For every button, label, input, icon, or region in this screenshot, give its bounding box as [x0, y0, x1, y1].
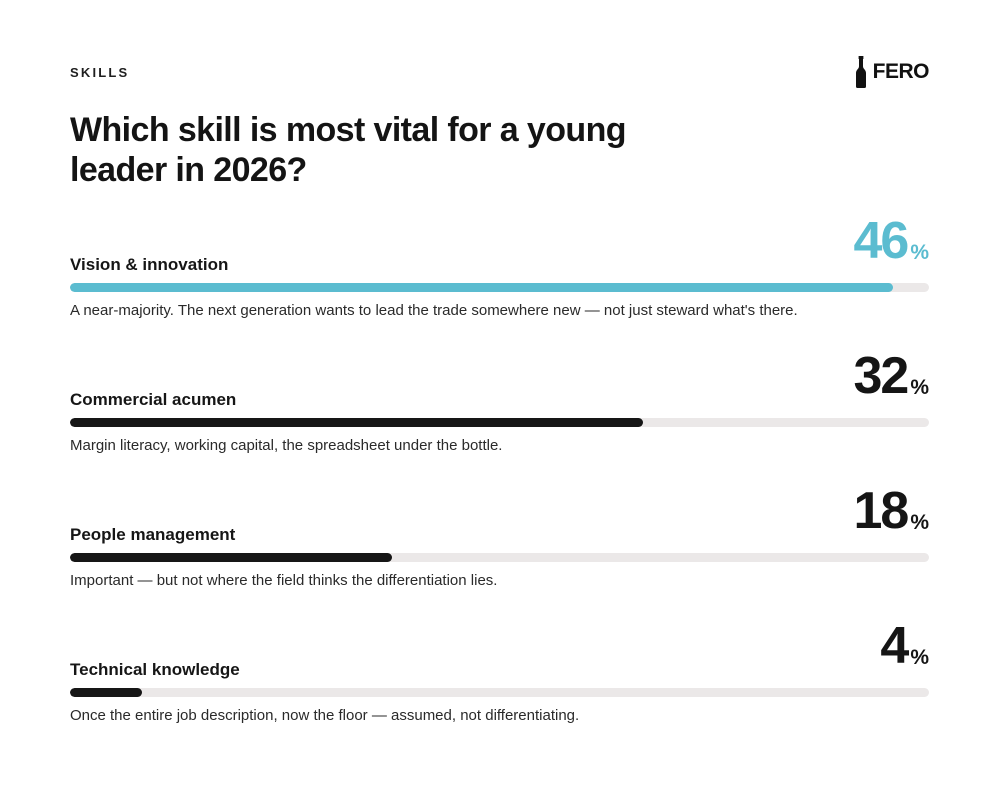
bar-value-number: 46 — [853, 212, 909, 270]
bar-note: Once the entire job description, now the… — [70, 707, 580, 724]
bar-value-number: 18 — [853, 482, 909, 540]
bar-note: Margin literacy, working capital, the sp… — [70, 437, 503, 454]
chart-title: Which skill is most vital for a young le… — [70, 111, 627, 189]
bar-value: 18 % — [853, 482, 929, 540]
bar-note: A near-majority. The next generation wan… — [70, 302, 798, 319]
bar-value: 32 % — [853, 347, 929, 405]
bar-row-vision-innovation: Vision & innovation 46 % A near-majority… — [70, 215, 929, 375]
section-eyebrow: SKILLS — [70, 65, 130, 80]
bar-value-unit: % — [910, 241, 929, 264]
bar-value-number: 4 — [880, 617, 909, 675]
bar-fill — [70, 553, 393, 562]
bar-label: People management — [70, 525, 236, 544]
bar-track — [70, 553, 929, 562]
bar-label: Vision & innovation — [70, 255, 229, 274]
bar-row-people-management: People management 18 % Important — but n… — [70, 485, 929, 645]
bottle-icon — [855, 56, 867, 88]
bar-fill — [70, 418, 643, 427]
bar-label: Commercial acumen — [70, 390, 237, 409]
brand-name: FERO — [872, 60, 930, 83]
bar-track — [70, 283, 929, 292]
bar-row-commercial-acumen: Commercial acumen 32 % Margin literacy, … — [70, 350, 929, 510]
bar-note: Important — but not where the field thin… — [70, 572, 498, 589]
brand-logo: FERO — [855, 56, 930, 88]
bar-value: 46 % — [853, 212, 929, 270]
bar-fill — [70, 688, 142, 697]
bar-value-unit: % — [910, 646, 929, 669]
bar-track — [70, 688, 929, 697]
bar-label: Technical knowledge — [70, 660, 240, 679]
bar-value: 4 % — [880, 617, 929, 675]
bar-value-number: 32 — [853, 347, 909, 405]
bar-fill — [70, 283, 894, 292]
bar-value-unit: % — [910, 376, 929, 399]
bar-track — [70, 418, 929, 427]
bar-value-unit: % — [910, 511, 929, 534]
bar-row-technical-knowledge: Technical knowledge 4 % Once the entire … — [70, 620, 929, 780]
